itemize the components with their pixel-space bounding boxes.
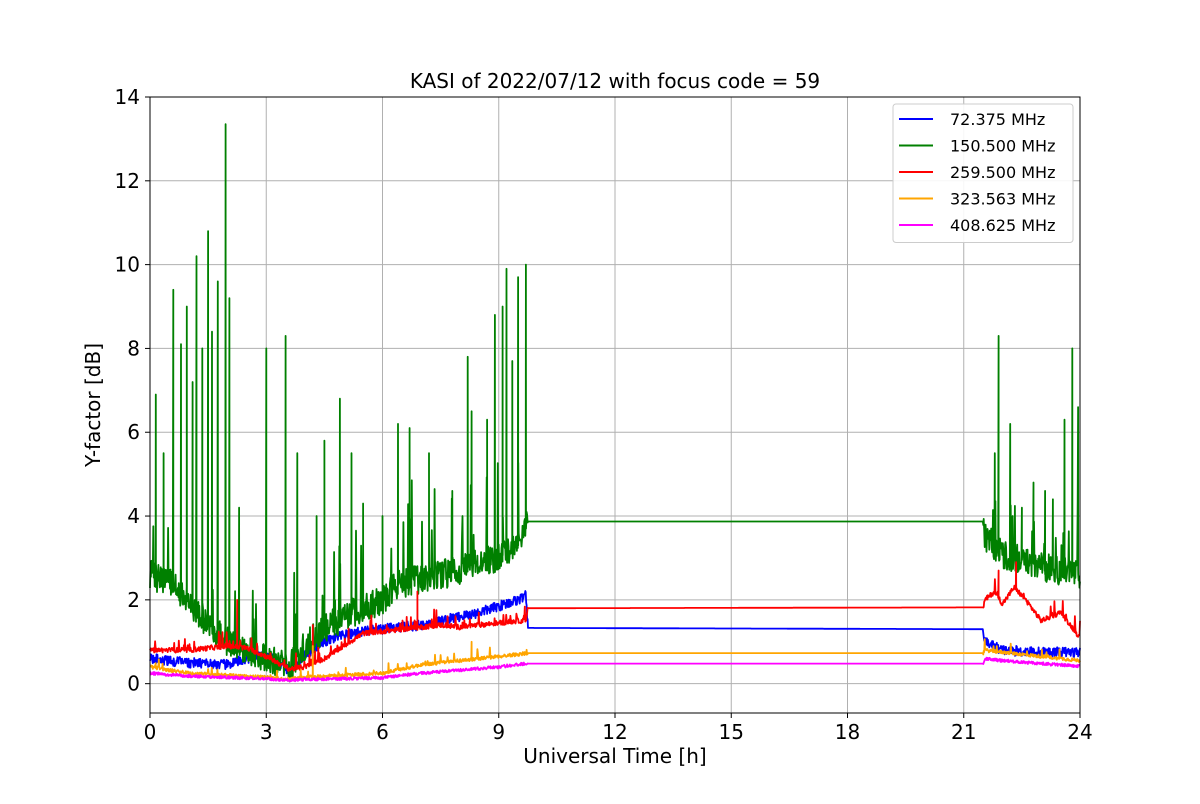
series-line [149, 123, 1081, 683]
y-tick-label: 12 [115, 169, 140, 193]
y-tick-label: 10 [115, 253, 140, 277]
y-tick-label: 14 [115, 85, 140, 109]
x-tick-label: 3 [260, 720, 273, 744]
series-line [149, 561, 1081, 672]
legend-box [892, 103, 1074, 243]
chart-title: KASI of 2022/07/12 with focus code = 59 [410, 69, 820, 93]
y-tick-label: 2 [127, 588, 140, 612]
series-line [149, 656, 1081, 683]
x-tick-label: 9 [492, 720, 505, 744]
y-tick-label: 4 [127, 504, 140, 528]
y-tick-label: 0 [127, 672, 140, 696]
legend-label: 323.563 MHz [950, 190, 1055, 209]
x-tick-label: 12 [602, 720, 627, 744]
legend-label: 259.500 MHz [950, 163, 1055, 182]
x-tick-label: 15 [719, 720, 744, 744]
y-tick-label: 6 [127, 420, 140, 444]
x-tick-label: 0 [144, 720, 157, 744]
legend-label: 150.500 MHz [950, 137, 1055, 156]
legend-label: 408.625 MHz [950, 216, 1055, 235]
x-tick-label: 24 [1067, 720, 1092, 744]
series-lines [149, 123, 1081, 683]
y-tick-label: 8 [127, 336, 140, 360]
x-axis-label: Universal Time [h] [523, 744, 706, 768]
x-tick-label: 18 [835, 720, 860, 744]
x-tick-label: 6 [376, 720, 389, 744]
x-tick-label: 21 [951, 720, 976, 744]
y-axis-label: Y-factor [dB] [81, 343, 105, 468]
legend-label: 72.375 MHz [950, 110, 1045, 129]
legend: 72.375 MHz 150.500 MHz 259.500 MHz 323.563 … [892, 103, 1074, 243]
